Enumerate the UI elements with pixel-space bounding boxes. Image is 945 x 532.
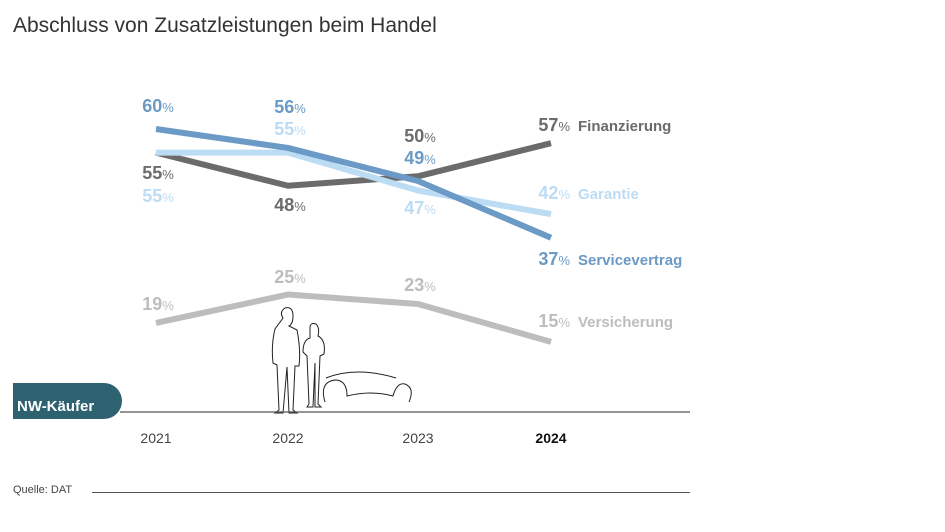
group-label: NW-Käufer: [17, 398, 95, 415]
source-note: Quelle: DAT: [13, 484, 73, 496]
group-badge: NW-Käufer: [13, 383, 122, 419]
series-name-label: Garantie: [578, 186, 639, 203]
data-label: 55%: [274, 119, 306, 139]
data-label: 60%: [142, 96, 174, 116]
series-line-garantie: [156, 149, 552, 218]
data-label: 55%: [142, 163, 174, 183]
series-line-versicherung: [155, 291, 552, 345]
data-label: 48%: [274, 195, 306, 215]
series-line-servicevertrag: [155, 126, 553, 241]
source-divider: [92, 492, 690, 493]
series-name-label: Finanzierung: [578, 118, 671, 135]
x-tick-label: 2021: [140, 430, 171, 446]
data-label: 19%: [142, 294, 174, 314]
people-car-illustration: [271, 307, 412, 414]
data-label: 23%: [404, 275, 436, 295]
x-tick-label: 2023: [402, 430, 433, 446]
data-label: 25%: [274, 267, 306, 287]
series-name-label: Versicherung: [578, 314, 673, 331]
data-label: 50%: [404, 126, 436, 146]
data-label: 56%: [274, 97, 306, 117]
x-tick-label: 2024: [535, 430, 566, 446]
series-line-finanzierung: [155, 140, 552, 189]
series-name-label: Servicevertrag: [578, 252, 682, 269]
chart-title: Abschluss von Zusatzleistungen beim Hand…: [13, 14, 437, 37]
data-label: 47%: [404, 198, 436, 218]
data-label: 55%: [142, 186, 174, 206]
data-label: 49%: [404, 148, 436, 168]
data-label: 57%: [538, 115, 570, 135]
data-label: 37%: [538, 249, 570, 269]
data-label: 15%: [538, 311, 570, 331]
x-tick-label: 2022: [272, 430, 303, 446]
data-label: 42%: [538, 183, 570, 203]
